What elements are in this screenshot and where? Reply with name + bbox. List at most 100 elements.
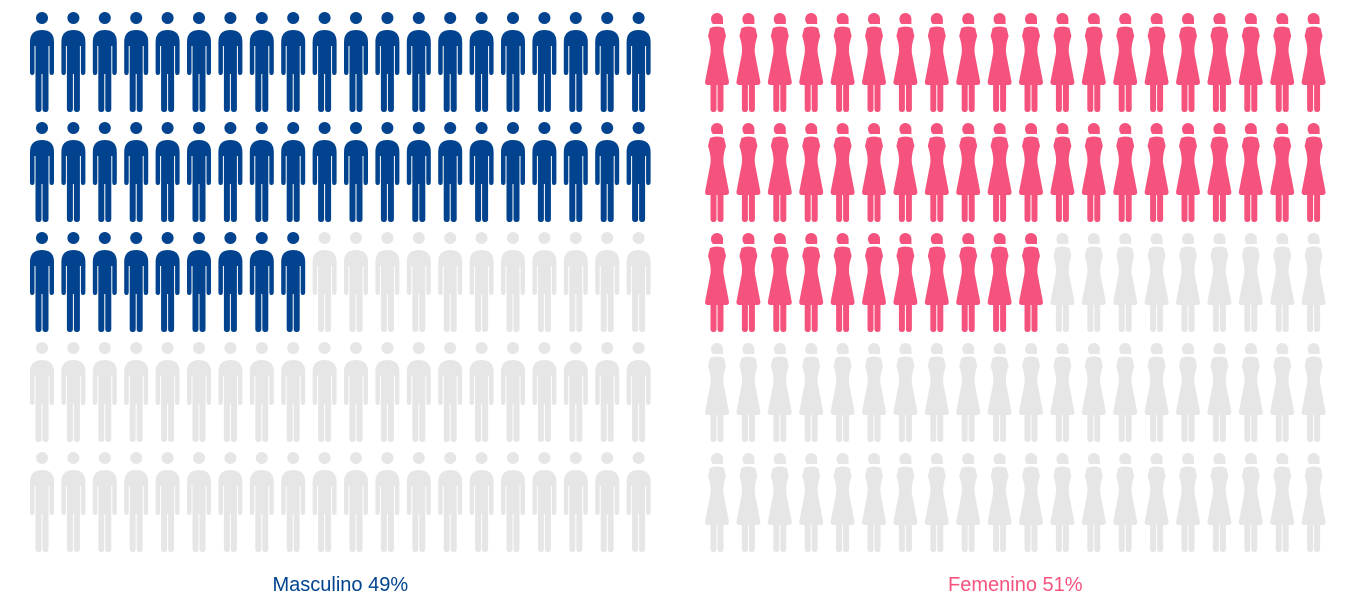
body (626, 140, 651, 222)
head (601, 452, 614, 464)
body (799, 26, 824, 112)
head (1056, 13, 1069, 24)
head (601, 122, 614, 134)
body (893, 246, 918, 332)
body (862, 356, 886, 442)
icon-empty (1113, 453, 1138, 552)
head (805, 453, 818, 464)
icon-filled (187, 12, 211, 112)
head (412, 12, 425, 24)
icon-filled (375, 122, 400, 222)
head (412, 232, 425, 244)
head (381, 232, 394, 244)
icon-empty (1113, 343, 1138, 442)
body (767, 136, 792, 222)
body (532, 470, 557, 552)
icon-filled (830, 13, 855, 112)
body (1019, 246, 1043, 332)
head (224, 232, 237, 244)
icon-empty (1270, 233, 1295, 332)
head (381, 122, 394, 134)
body (736, 246, 761, 332)
body (92, 30, 117, 112)
head (962, 453, 975, 464)
head (412, 342, 425, 354)
head (318, 232, 331, 244)
icon-filled (281, 232, 306, 332)
body (501, 30, 525, 112)
icon-empty (595, 452, 620, 552)
category-name: Femenino (948, 574, 1037, 596)
icon-filled (956, 233, 981, 332)
icon-filled (563, 122, 588, 222)
body (1207, 246, 1232, 332)
body (187, 250, 211, 332)
head (1119, 233, 1132, 244)
body (344, 250, 368, 332)
icon-empty (281, 342, 306, 442)
head (1150, 123, 1163, 134)
body (1144, 466, 1169, 552)
head (538, 452, 551, 464)
body (312, 140, 337, 222)
icon-empty (218, 452, 243, 552)
body (1019, 136, 1043, 222)
body (595, 250, 620, 332)
icon-filled (1301, 123, 1326, 222)
icon-filled (1176, 13, 1200, 112)
body (375, 360, 400, 442)
head (1244, 453, 1257, 464)
head (224, 12, 237, 24)
icon-filled (218, 232, 243, 332)
body (1207, 466, 1232, 552)
body (469, 360, 494, 442)
head (255, 12, 268, 24)
body (1050, 466, 1075, 552)
head (475, 452, 488, 464)
body (893, 26, 918, 112)
head (773, 13, 786, 24)
body (705, 466, 729, 552)
body (312, 360, 337, 442)
body (312, 250, 337, 332)
category-label: Masculino 49% (272, 574, 408, 596)
body (501, 470, 525, 552)
icon-filled (767, 123, 792, 222)
icon-filled (1144, 13, 1169, 112)
head (805, 123, 818, 134)
head (161, 12, 174, 24)
body (1144, 136, 1169, 222)
icon-filled (736, 233, 761, 332)
head (711, 453, 723, 464)
body (987, 466, 1012, 552)
icon-filled (501, 122, 525, 222)
head (350, 342, 362, 354)
icon-filled (218, 122, 243, 222)
category-name: Masculino (272, 574, 362, 596)
head (67, 232, 80, 244)
icon-empty (1050, 453, 1075, 552)
icon-empty (344, 452, 368, 552)
icon-filled (924, 123, 949, 222)
icon-empty (563, 342, 588, 442)
head (1276, 123, 1289, 134)
body (626, 250, 651, 332)
icon-empty (799, 343, 824, 442)
body (124, 140, 149, 222)
icon-empty (312, 452, 337, 552)
icon-filled (767, 13, 792, 112)
head (1213, 123, 1226, 134)
icon-empty (438, 232, 463, 332)
body (1113, 246, 1138, 332)
body (736, 466, 761, 552)
category-label: Femenino 51% (948, 574, 1083, 596)
body (1050, 356, 1075, 442)
icon-empty (956, 343, 981, 442)
head (1119, 453, 1132, 464)
icon-empty (626, 232, 651, 332)
body (705, 26, 729, 112)
body (532, 360, 557, 442)
body (987, 26, 1012, 112)
head (569, 232, 582, 244)
head (1056, 233, 1069, 244)
